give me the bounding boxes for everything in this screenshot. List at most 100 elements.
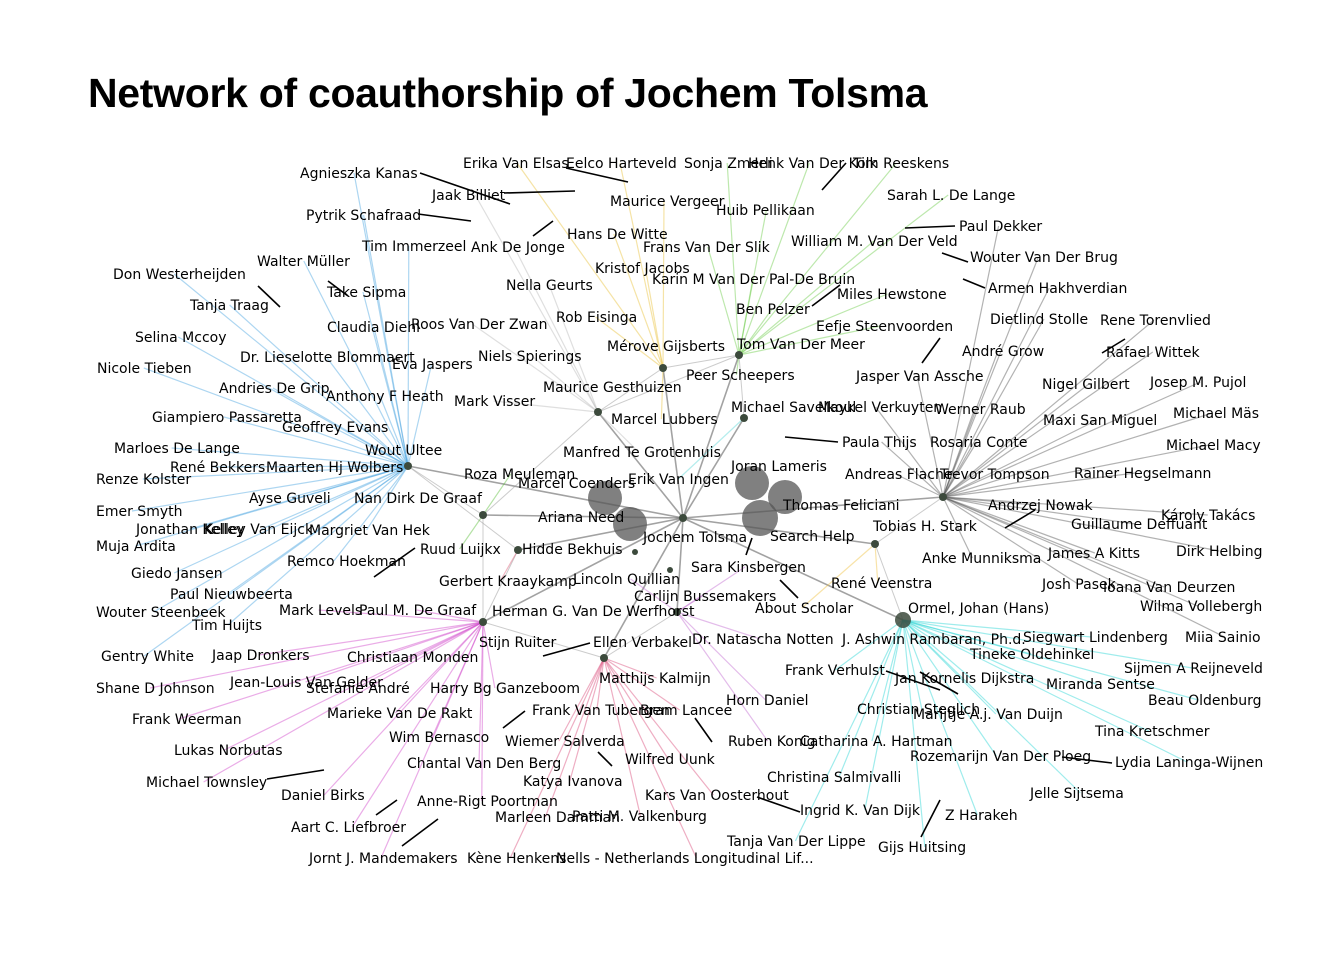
author-label-eefje-steenvoorden: Eefje Steenvoorden [816, 319, 953, 335]
edge-merove-erika-van-elsas [516, 162, 664, 369]
author-label-niels-spierings: Niels Spierings [478, 349, 582, 365]
hub-label-merove: Mérove Gijsberts [607, 339, 725, 355]
author-label-huib-pellikaan: Huib Pellikaan [716, 203, 815, 219]
edge-stijn-christiaan-monden [407, 621, 484, 658]
edge-maurice-nan [482, 411, 599, 516]
edge-hub-jochem-tobias [682, 517, 876, 545]
edge-wout-anthony-f-heath [379, 395, 409, 467]
leader-line-8 [962, 278, 986, 289]
author-label-wiemer-salverda: Wiemer Salverda [505, 734, 625, 750]
author-label-horn-daniel: Horn Daniel [726, 693, 809, 709]
leader-lines-layer [257, 162, 1126, 847]
author-label-rene-bekkers: René Bekkers [170, 460, 265, 476]
author-label-wilma-vollebergh: Wilma Vollebergh [1140, 599, 1262, 615]
edge-hidde-gerbert-kraaykamp [499, 549, 519, 582]
edge-tom-william-m-van-der-veld [738, 240, 875, 356]
big-node-label-thomas-feliciani: Thomas Feliciani [782, 498, 900, 514]
leader-line-11 [257, 285, 281, 308]
edge-trevor-paul-dekker [942, 225, 1000, 498]
leader-line-29 [885, 670, 941, 691]
author-label-sonja-zmerli: Sonja Zmerli [684, 156, 773, 172]
author-label-jaap-dronkers: Jaap Dronkers [211, 648, 310, 664]
edge-ellen-kars-van-oosterhout [603, 657, 714, 796]
edge-tom-sarah-l-de-lange [738, 194, 949, 356]
author-label-don-westerheijden: Don Westerheijden [113, 267, 246, 283]
big-node-search-help [742, 500, 778, 536]
edge-trevor-andreas-flache [895, 473, 944, 498]
edge-wout-eva-jaspers [407, 363, 433, 467]
author-label-hans-de-witte: Hans De Witte [567, 227, 668, 243]
author-label-jonathan-kelley: Jonathan Kelley [135, 522, 244, 538]
edge-hub-jochem-herman [676, 517, 684, 613]
author-label-maarten-hj-wolbers: Maarten Hj Wolbers [266, 460, 403, 476]
edge-wout-agnieszka-kanas [353, 172, 409, 467]
edge-stijn-stefanie-andre [356, 621, 484, 689]
edge-wout-giampiero-passaretta [223, 416, 409, 467]
leader-line-19 [502, 710, 526, 729]
author-label-j-ashwin-rambaran-ph-d: J. Ashwin Rambaran, Ph.d. [841, 632, 1026, 648]
author-label-aart-c-liefbroer: Aart C. Liefbroer [291, 820, 406, 836]
edge-herman-carlijn-bussemakers [676, 595, 703, 613]
author-label-jelle-sijtsema: Jelle Sijtsema [1029, 786, 1124, 802]
author-label-anne-rigt-poortman: Anne-Rigt Poortman [417, 794, 558, 810]
edge-merove-tom [662, 354, 740, 369]
page-title: Network of coauthorship of Jochem Tolsma [88, 70, 928, 116]
leader-line-2 [417, 213, 472, 222]
author-label-matthijs-kalmijn: Matthijs Kalmijn [599, 671, 711, 687]
author-label-daniel-birks: Daniel Birks [281, 788, 365, 804]
leader-line-16 [745, 537, 753, 556]
leader-line-28 [919, 671, 959, 695]
author-label-beau-oldenburg: Beau Oldenburg [1148, 693, 1262, 709]
author-label-ingrid-k-van-dijk: Ingrid K. Van Dijk [800, 803, 921, 819]
edge-merove-kristof-jacobs [644, 267, 664, 369]
author-label-manfred-te-grotenhuis: Manfred Te Grotenhuis [563, 445, 721, 461]
edge-stijn-frank-weerman [178, 621, 484, 720]
author-label-walter-muller: Walter Müller [257, 254, 350, 270]
edge-hub-jochem-trevor [682, 496, 944, 519]
author-label-z-harakeh: Z Harakeh [945, 808, 1018, 824]
edge-wout-pytrik-schafraad [363, 214, 409, 467]
edge-ormel-tanja-van-der-lippe [794, 619, 904, 842]
hub-label-herman: Herman G. Van De Werfhorst [492, 604, 695, 620]
edge-wout-jonathan-kelley [189, 465, 409, 530]
author-label-frans-van-der-slik: Frans Van Der Slik [643, 240, 771, 256]
author-label-frank-verhulst: Frank Verhulst [785, 663, 885, 679]
edge-tobias-trevor [874, 496, 944, 545]
edge-stijn-daniel-birks [323, 621, 484, 796]
edge-tobias-ormel [874, 543, 904, 621]
edge-wout-giedo-jansen [173, 465, 409, 574]
author-label-jornt-j-mandemakers: Jornt J. Mandemakers [308, 851, 458, 867]
author-label-roza-meuleman: Roza Meuleman [464, 467, 575, 483]
author-label-christian-steglich: Christian Steglich [857, 702, 980, 718]
edge-wout-margriet-van-hek [366, 465, 409, 531]
leader-line-9 [811, 284, 841, 307]
author-label-andreas-flache: Andreas Flache [845, 467, 952, 483]
edge-herman-dr-natascha-notten [676, 611, 761, 640]
author-label-christina-salmivalli: Christina Salmivalli [767, 770, 901, 786]
author-label-carlijn-bussemakers: Carlijn Bussemakers [634, 589, 776, 605]
edge-ormel-lydia-laninga-wijnen [902, 619, 1188, 763]
leader-line-13 [1101, 338, 1126, 354]
author-label-andrzej-nowak: Andrzej Nowak [988, 498, 1093, 514]
author-label-paula-thijs: Paula Thijs [842, 435, 917, 451]
edge-wout-tanja-traag [229, 304, 409, 467]
edge-wout-take-sipma [362, 291, 409, 467]
edge-ormel-siegwart-lindenberg [902, 619, 1092, 638]
author-label-nella-geurts: Nella Geurts [506, 278, 593, 294]
edge-merove-marcel-lubbers [660, 367, 664, 420]
author-label-ayse-guveli: Ayse Guveli [249, 491, 331, 507]
edge-herman-horn-daniel [676, 611, 767, 701]
edge-hub-jochem-stijn [482, 517, 684, 623]
edge-ellen-wilfred-uunk [603, 657, 669, 760]
author-label-wim-bernasco: Wim Bernasco [389, 730, 489, 746]
leader-line-4 [821, 162, 847, 191]
hub-label-tobias: Tobias H. Stark [872, 519, 978, 535]
edge-stijn-jaap-dronkers [258, 621, 484, 656]
edge-michael-erik-van-ingen [677, 417, 745, 480]
hub-node-nan [479, 511, 487, 519]
hub-node-maurice [594, 408, 602, 416]
leader-line-0 [419, 172, 511, 205]
edge-trevor-anke-munniksma [942, 496, 973, 559]
big-node-label-ariana-need: Ariana Need [538, 510, 624, 526]
